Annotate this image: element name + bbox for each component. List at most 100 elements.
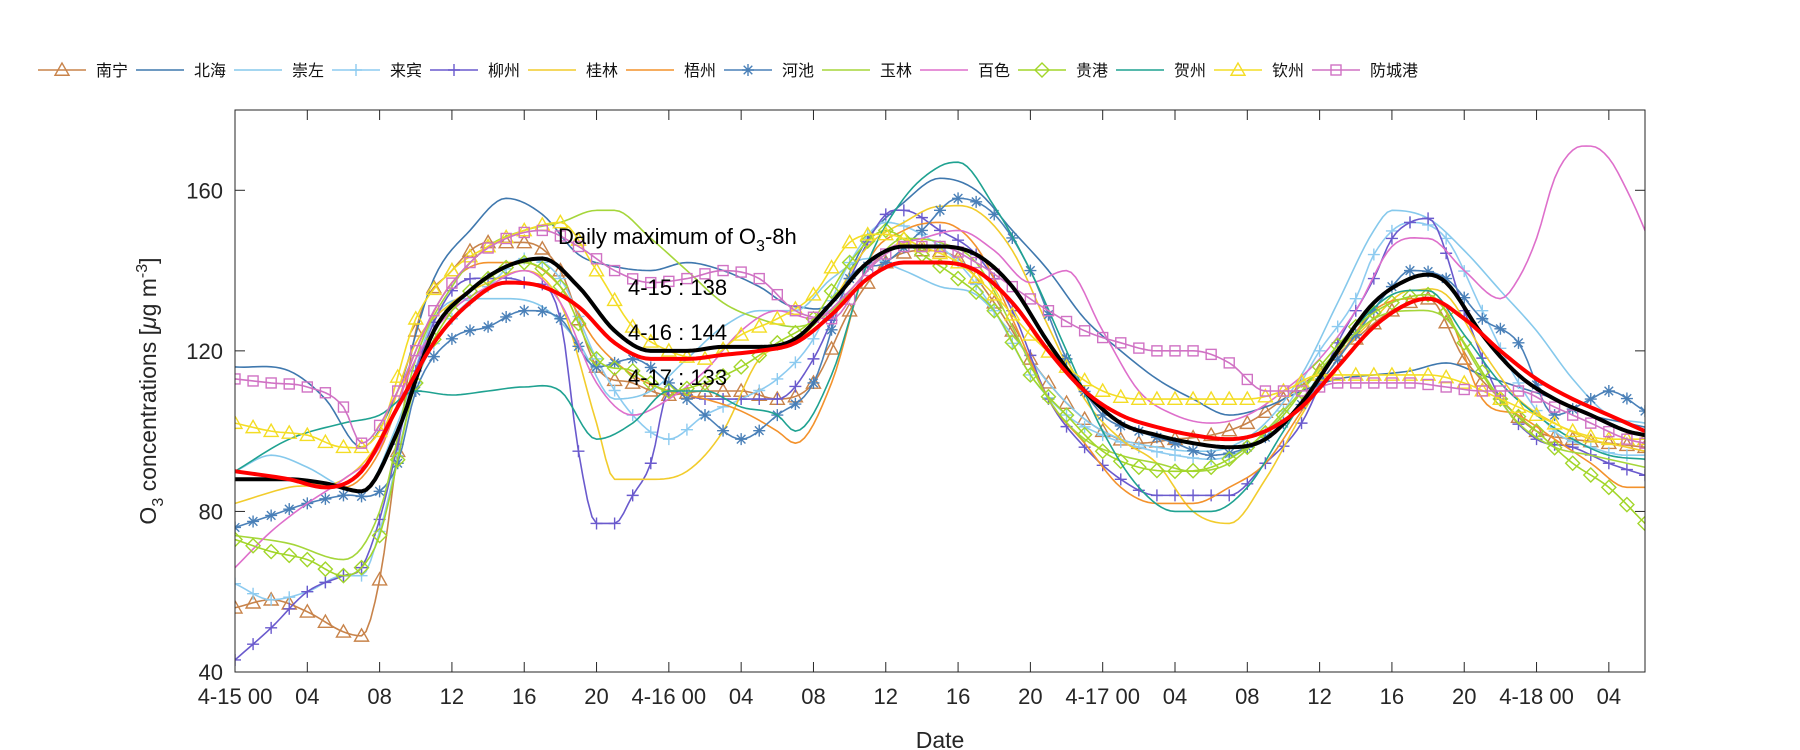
data-point: [317, 613, 334, 629]
data-point: [715, 367, 732, 384]
data-point: [497, 234, 515, 249]
data-point: [1313, 376, 1326, 389]
data-point: [823, 283, 840, 300]
data-point: [1331, 353, 1344, 366]
data-point: [464, 272, 476, 285]
data-point: [660, 383, 677, 399]
data-point: [265, 593, 278, 606]
data-point: [263, 543, 280, 560]
series-aggregate-15: [235, 260, 1645, 490]
data-point: [771, 288, 784, 301]
data-point: [445, 332, 458, 345]
data-point: [1385, 232, 1398, 245]
data-point: [1582, 428, 1599, 443]
data-point: [482, 242, 494, 254]
data-point: [353, 559, 370, 576]
data-point: [1510, 398, 1527, 414]
data-point: [1422, 265, 1435, 278]
data-point: [299, 603, 316, 618]
data-point: [1078, 325, 1091, 337]
legend-label: 来宾: [390, 62, 422, 80]
data-point: [572, 340, 585, 353]
data-point: [1476, 352, 1489, 365]
data-point: [1404, 377, 1416, 389]
data-point: [1620, 392, 1633, 405]
x-tick-label: 16: [946, 684, 970, 709]
data-point: [986, 302, 1003, 319]
data-point: [235, 373, 241, 385]
data-point: [1620, 463, 1633, 476]
data-point: [554, 230, 567, 242]
data-point: [1006, 280, 1019, 293]
annotation-line-2: 4-16 : 144: [628, 320, 727, 345]
data-point: [735, 266, 747, 278]
data-point: [410, 344, 422, 357]
data-point: [1546, 415, 1563, 430]
data-point: [1185, 462, 1202, 479]
data-point: [735, 433, 748, 446]
data-point: [663, 275, 675, 288]
data-point: [355, 437, 368, 449]
data-point: [680, 393, 693, 406]
data-point: [606, 291, 623, 307]
data-point: [1221, 421, 1238, 437]
data-point: [1618, 496, 1635, 513]
data-point: [448, 64, 460, 76]
data-point: [1221, 390, 1238, 405]
legend-label: 贵港: [1076, 62, 1108, 80]
legend-label: 梧州: [684, 62, 716, 80]
data-point: [1133, 342, 1145, 354]
data-point: [1331, 377, 1344, 389]
data-point: [1115, 337, 1127, 349]
data-point: [624, 318, 641, 333]
data-point: [407, 310, 424, 325]
data-point: [895, 230, 913, 245]
data-point: [1582, 467, 1599, 484]
data-point: [317, 561, 334, 578]
legend-entry: 来宾: [332, 62, 422, 80]
data-point: [753, 272, 765, 285]
data-point: [680, 423, 693, 436]
data-point: [751, 318, 768, 333]
data-point: [1494, 385, 1507, 397]
data-point: [807, 332, 820, 345]
data-point: [717, 424, 730, 437]
x-tick-label: 04: [1597, 684, 1621, 709]
data-point: [1602, 385, 1615, 397]
series-aggregate-14: [235, 244, 1645, 494]
data-point: [1022, 366, 1039, 383]
data-point: [281, 547, 298, 564]
data-point: [1548, 409, 1561, 422]
legend-label: 崇左: [292, 62, 324, 80]
data-point: [1221, 451, 1238, 467]
data-point: [642, 333, 659, 348]
data-point: [1167, 463, 1183, 480]
data-point: [1094, 443, 1111, 460]
data-point: [1584, 393, 1597, 406]
data-point: [319, 387, 332, 399]
data-point: [1458, 383, 1470, 396]
legend-entry: 崇左: [234, 62, 324, 80]
data-point: [446, 277, 458, 289]
data-point: [1383, 294, 1400, 311]
data-point: [934, 224, 946, 237]
data-point: [644, 426, 657, 439]
data-point: [1239, 390, 1256, 405]
data-point: [967, 268, 985, 284]
data-point: [1639, 437, 1645, 449]
x-tick-label: 08: [801, 684, 825, 709]
data-point: [1040, 374, 1057, 389]
data-point: [570, 315, 587, 332]
data-point: [915, 211, 928, 224]
data-point: [464, 256, 476, 269]
annotation-line-3: 4-17 : 133: [628, 365, 727, 390]
data-point: [1386, 377, 1398, 389]
data-point: [662, 433, 675, 446]
data-point: [534, 240, 551, 255]
data-point: [950, 270, 967, 287]
y-axis-label: O3 concentrations [μg m-3]: [134, 257, 167, 524]
data-point: [516, 234, 533, 249]
data-point: [1530, 391, 1543, 403]
data-point: [823, 259, 840, 274]
